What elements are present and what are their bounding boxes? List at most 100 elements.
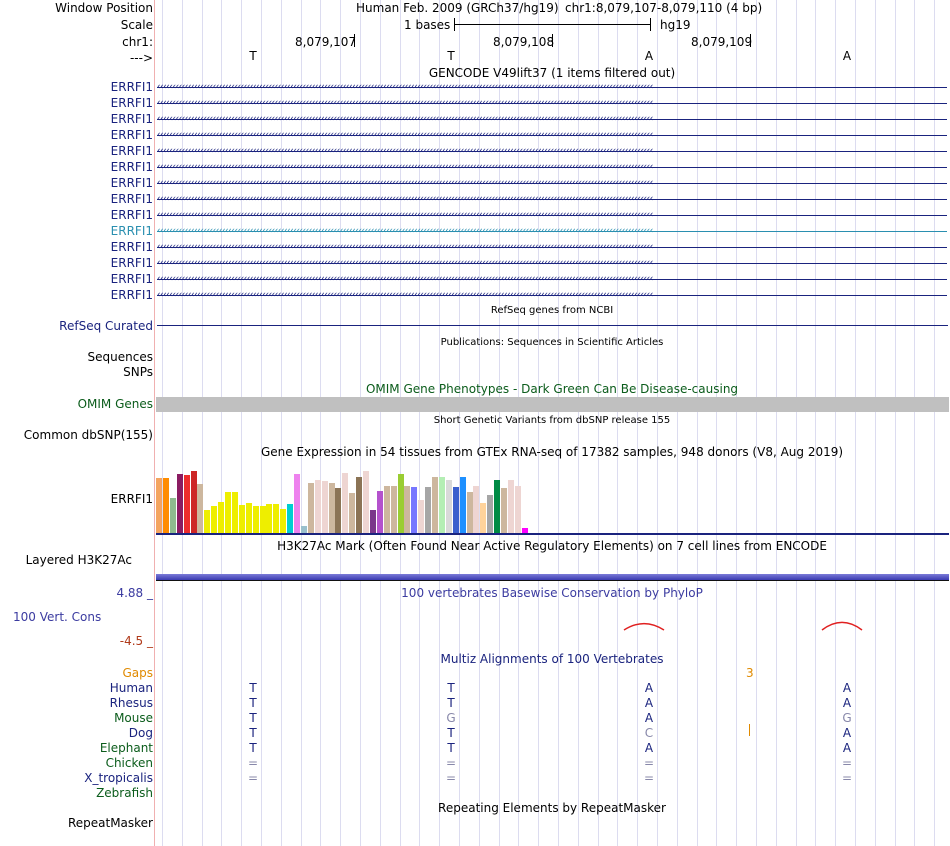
gtex-tissue-bar[interactable] [452,487,459,534]
gencode-transcript[interactable]: ‹‹‹‹‹‹‹‹‹‹‹‹‹‹‹‹‹‹‹‹‹‹‹‹‹‹‹‹‹‹‹‹‹‹‹‹‹‹‹‹… [157,81,947,93]
repeat-track-title[interactable]: Repeating Elements by RepeatMasker [438,801,666,815]
gtex-tissue-bar[interactable] [238,505,245,534]
gencode-transcript[interactable]: ‹‹‹‹‹‹‹‹‹‹‹‹‹‹‹‹‹‹‹‹‹‹‹‹‹‹‹‹‹‹‹‹‹‹‹‹‹‹‹‹… [157,257,947,269]
h3k27ac-signal[interactable] [156,574,949,580]
gtex-label[interactable]: ERRFI1 [110,492,153,506]
gtex-tissue-bar[interactable] [176,474,183,534]
gencode-transcript[interactable]: ‹‹‹‹‹‹‹‹‹‹‹‹‹‹‹‹‹‹‹‹‹‹‹‹‹‹‹‹‹‹‹‹‹‹‹‹‹‹‹‹… [157,273,947,285]
gtex-tissue-bar[interactable] [169,498,176,534]
gencode-transcript[interactable]: ‹‹‹‹‹‹‹‹‹‹‹‹‹‹‹‹‹‹‹‹‹‹‹‹‹‹‹‹‹‹‹‹‹‹‹‹‹‹‹‹… [157,113,947,125]
gtex-tissue-bar[interactable] [501,488,507,534]
gencode-transcript[interactable]: ‹‹‹‹‹‹‹‹‹‹‹‹‹‹‹‹‹‹‹‹‹‹‹‹‹‹‹‹‹‹‹‹‹‹‹‹‹‹‹‹… [157,209,947,221]
multiz-track-title[interactable]: Multiz Alignments of 100 Vertebrates [440,652,664,666]
gencode-transcript[interactable]: ‹‹‹‹‹‹‹‹‹‹‹‹‹‹‹‹‹‹‹‹‹‹‹‹‹‹‹‹‹‹‹‹‹‹‹‹‹‹‹‹… [157,97,947,109]
gtex-tissue-bar[interactable] [514,486,521,534]
gtex-track-title[interactable]: Gene Expression in 54 tissues from GTEx … [260,445,844,459]
gencode-item-label[interactable]: ERRFI1 [110,224,153,238]
species-label[interactable]: Zebrafish [96,786,153,800]
gtex-tissue-bar[interactable] [473,486,480,534]
gencode-item-label[interactable]: ERRFI1 [110,272,153,286]
gtex-tissue-bar[interactable] [356,477,363,534]
gtex-tissue-bar[interactable] [369,510,376,534]
refseq-label[interactable]: RefSeq Curated [59,319,153,333]
gencode-transcript[interactable]: ‹‹‹‹‹‹‹‹‹‹‹‹‹‹‹‹‹‹‹‹‹‹‹‹‹‹‹‹‹‹‹‹‹‹‹‹‹‹‹‹… [157,177,947,189]
gencode-item-label[interactable]: ERRFI1 [110,112,153,126]
h3k27ac-track-title[interactable]: H3K27Ac Mark (Often Found Near Active Re… [277,539,827,553]
gtex-tissue-bar[interactable] [411,487,418,534]
pubs-track-title[interactable]: Publications: Sequences in Scientific Ar… [440,337,664,348]
gtex-tissue-bar[interactable] [342,473,349,534]
gtex-tissue-bar[interactable] [404,486,411,534]
phylop-plot[interactable] [156,600,948,640]
gtex-tissue-bar[interactable] [314,480,321,534]
gtex-tissue-bar[interactable] [183,475,190,534]
gtex-tissue-bar[interactable] [211,506,218,534]
omim-track-title[interactable]: OMIM Gene Phenotypes - Dark Green Can Be… [365,382,739,396]
snps-label[interactable]: SNPs [123,365,153,379]
gtex-tissue-bar[interactable] [349,493,356,534]
gtex-tissue-bar[interactable] [466,492,473,534]
species-label[interactable]: Dog [128,726,153,740]
gtex-tissue-bar[interactable] [459,477,466,534]
gtex-tissue-bar[interactable] [259,506,266,534]
gencode-transcript[interactable]: ‹‹‹‹‹‹‹‹‹‹‹‹‹‹‹‹‹‹‹‹‹‹‹‹‹‹‹‹‹‹‹‹‹‹‹‹‹‹‹‹… [157,225,947,237]
gtex-tissue-bar[interactable] [383,486,390,534]
gtex-tissue-bar[interactable] [245,503,252,534]
gtex-tissue-bar[interactable] [218,502,225,534]
gtex-tissue-bar[interactable] [197,484,204,534]
gencode-transcript[interactable]: ‹‹‹‹‹‹‹‹‹‹‹‹‹‹‹‹‹‹‹‹‹‹‹‹‹‹‹‹‹‹‹‹‹‹‹‹‹‹‹‹… [157,193,947,205]
gtex-tissue-bar[interactable] [225,492,231,534]
gencode-item-label[interactable]: ERRFI1 [110,240,153,254]
h3k27ac-label[interactable]: Layered H3K27Ac [25,553,132,567]
gencode-transcript[interactable]: ‹‹‹‹‹‹‹‹‹‹‹‹‹‹‹‹‹‹‹‹‹‹‹‹‹‹‹‹‹‹‹‹‹‹‹‹‹‹‹‹… [157,289,947,301]
gencode-item-label[interactable]: ERRFI1 [110,176,153,190]
gtex-tissue-bar[interactable] [231,492,238,534]
dbsnp-track-title[interactable]: Short Genetic Variants from dbSNP releas… [433,415,671,426]
gencode-track-title[interactable]: GENCODE V49lift37 (1 items filtered out) [428,66,676,80]
gtex-tissue-bar[interactable] [363,471,369,534]
gtex-tissue-bar[interactable] [335,488,342,534]
gtex-tissue-bar[interactable] [280,509,287,534]
dbsnp-label[interactable]: Common dbSNP(155) [23,428,153,442]
refseq-track-title[interactable]: RefSeq genes from NCBI [490,305,614,316]
gencode-transcript[interactable]: ‹‹‹‹‹‹‹‹‹‹‹‹‹‹‹‹‹‹‹‹‹‹‹‹‹‹‹‹‹‹‹‹‹‹‹‹‹‹‹‹… [157,129,947,141]
gtex-tissue-bar[interactable] [287,504,294,534]
gtex-tissue-bar[interactable] [273,504,280,534]
gtex-tissue-bar[interactable] [300,526,307,534]
gtex-tissue-bar[interactable] [307,483,314,534]
gtex-tissue-bar[interactable] [294,474,300,534]
gencode-item-label[interactable]: ERRFI1 [110,288,153,302]
gtex-tissue-bar[interactable] [418,500,425,534]
gtex-tissue-bar[interactable] [266,504,273,534]
gtex-tissue-bar[interactable] [321,481,328,534]
gtex-tissue-bar[interactable] [156,478,162,534]
gtex-tissue-bar[interactable] [425,487,432,534]
gencode-item-label[interactable]: ERRFI1 [110,208,153,222]
gencode-transcript[interactable]: ‹‹‹‹‹‹‹‹‹‹‹‹‹‹‹‹‹‹‹‹‹‹‹‹‹‹‹‹‹‹‹‹‹‹‹‹‹‹‹‹… [157,145,947,157]
gtex-tissue-bar[interactable] [252,506,259,534]
gtex-tissue-bar[interactable] [376,491,383,534]
gtex-tissue-bar[interactable] [438,477,445,534]
phylop-label[interactable]: 100 Vert. Cons [13,610,102,624]
species-label[interactable]: Rhesus [109,696,153,710]
repeat-label[interactable]: RepeatMasker [67,816,153,830]
gencode-item-label[interactable]: ERRFI1 [110,144,153,158]
gencode-item-label[interactable]: ERRFI1 [110,128,153,142]
gencode-item-label[interactable]: ERRFI1 [110,96,153,110]
gtex-tissue-bar[interactable] [521,528,528,534]
species-label[interactable]: Human [109,681,153,695]
species-label[interactable]: Mouse [114,711,153,725]
gtex-tissue-bar[interactable] [390,486,397,534]
gtex-bar-chart[interactable] [156,460,948,534]
gencode-transcript[interactable]: ‹‹‹‹‹‹‹‹‹‹‹‹‹‹‹‹‹‹‹‹‹‹‹‹‹‹‹‹‹‹‹‹‹‹‹‹‹‹‹‹… [157,161,947,173]
species-label[interactable]: Elephant [99,741,153,755]
species-label[interactable]: X_tropicalis [84,771,153,785]
refseq-gene-line[interactable] [157,325,948,326]
gtex-tissue-bar[interactable] [445,480,452,534]
species-label[interactable]: Chicken [105,756,153,770]
gtex-tissue-bar[interactable] [190,471,197,534]
gtex-tissue-bar[interactable] [432,477,438,534]
gtex-tissue-bar[interactable] [328,483,335,534]
omim-gene-bar[interactable] [156,397,949,412]
sequences-label[interactable]: Sequences [87,350,153,364]
